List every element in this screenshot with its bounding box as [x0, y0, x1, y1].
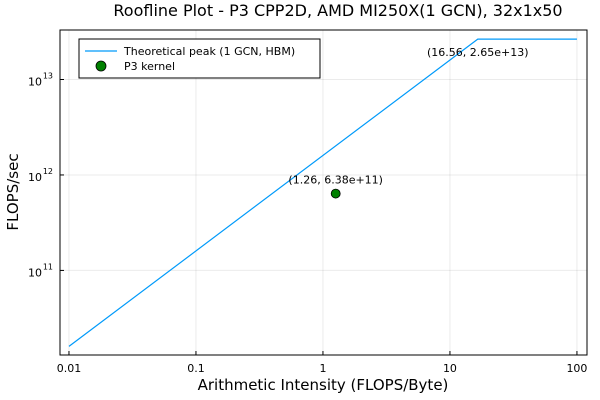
x-axis-label: Arithmetic Intensity (FLOPS/Byte) [198, 376, 449, 394]
legend-label-theoretical-peak: Theoretical peak (1 GCN, HBM) [123, 45, 295, 58]
y-tick-label-base: 10 [28, 75, 42, 88]
theoretical-peak-line [68, 38, 577, 347]
plot-frame [59, 29, 588, 356]
x-tick-label: 0.1 [187, 362, 205, 375]
x-tick-label: 10 [443, 362, 457, 375]
x-tick-layer: 0.01 0.1 1 10 100 [57, 351, 587, 375]
data-point-annotation: (1.26, 6.38e+11) [288, 174, 383, 187]
chart-title: Roofline Plot - P3 CPP2D, AMD MI250X(1 G… [113, 1, 562, 20]
y-tick-label-base: 10 [28, 266, 42, 279]
y-tick-label-exponent: 12 [43, 167, 53, 176]
x-tick-label: 0.01 [57, 362, 82, 375]
y-tick-label-exponent: 11 [43, 262, 53, 271]
series-layer [68, 38, 577, 347]
y-tick-label-base: 10 [28, 171, 42, 184]
grid-layer [60, 30, 587, 355]
y-tick-label-exponent: 13 [43, 71, 53, 80]
legend: Theoretical peak (1 GCN, HBM) P3 kernel [78, 38, 321, 79]
legend-box [78, 38, 321, 79]
legend-label-p3-kernel: P3 kernel [124, 60, 175, 73]
data-point-annotation: (16.56, 2.65e+13) [427, 46, 529, 59]
y-axis-label: FLOPS/sec [4, 153, 22, 230]
legend-marker-swatch [95, 60, 107, 72]
p3-kernel-point [330, 188, 341, 199]
x-tick-label: 1 [319, 362, 326, 375]
x-tick-label: 100 [566, 362, 587, 375]
annotation-layer: (16.56, 2.65e+13) (1.26, 6.38e+11) [288, 46, 528, 186]
